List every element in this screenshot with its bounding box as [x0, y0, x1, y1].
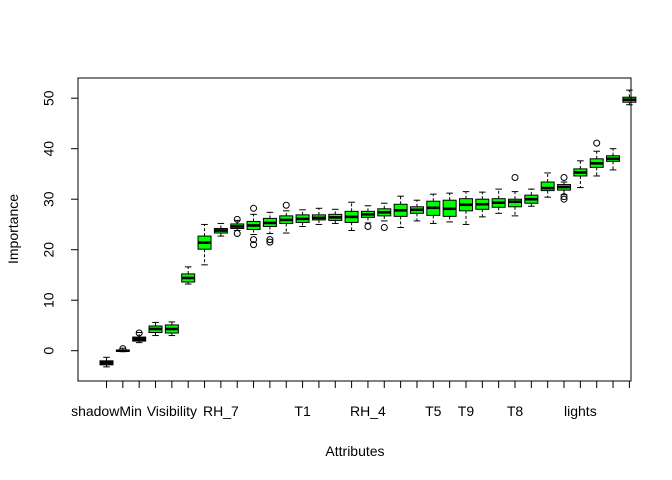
box-11 — [262, 211, 277, 246]
box-21 — [426, 193, 441, 224]
y-tick-label: 10 — [41, 292, 57, 308]
axes-layer: 0 10 20 30 40 50 shadowMin Visibility RH_7 T1 RH_4… — [41, 90, 630, 419]
outlier-point — [233, 230, 241, 238]
y-tick-label: 40 — [41, 141, 57, 157]
outlier-point — [250, 236, 258, 244]
x-tick-label: T8 — [507, 403, 524, 419]
x-tick-label: shadowMin — [71, 403, 142, 419]
outlier-point — [560, 195, 568, 203]
outlier-point — [593, 139, 601, 147]
box-27 — [524, 188, 539, 207]
outlier-point — [511, 173, 519, 181]
outlier-point — [560, 193, 568, 201]
x-tick-label: Visibility — [147, 403, 197, 419]
box-15 — [328, 208, 343, 224]
outlier-point — [250, 204, 258, 212]
box-25 — [491, 188, 506, 214]
x-tick-label: T5 — [425, 403, 442, 419]
box-2 — [115, 345, 130, 353]
box-33 — [622, 89, 637, 106]
box-5 — [164, 321, 179, 337]
outlier-point — [560, 173, 568, 181]
y-tick-label: 20 — [41, 242, 57, 258]
boxes-layer — [99, 89, 637, 368]
outlier-point — [250, 241, 258, 249]
box-10 — [246, 204, 261, 249]
box-3 — [132, 329, 147, 344]
box-23 — [458, 191, 473, 225]
box-32 — [606, 148, 621, 171]
outlier-point — [266, 236, 274, 244]
box-30 — [573, 160, 588, 189]
outlier-point — [380, 223, 388, 231]
box-8 — [213, 222, 228, 237]
box-12 — [279, 201, 294, 234]
box-14 — [311, 207, 326, 225]
box-1 — [99, 356, 114, 368]
box-19 — [393, 195, 408, 228]
box-13 — [295, 209, 310, 227]
box-18 — [377, 202, 392, 231]
box-31 — [589, 139, 604, 177]
y-tick-label: 30 — [41, 191, 57, 207]
box-iqr — [540, 181, 555, 192]
box-16 — [344, 201, 359, 232]
outlier-point — [364, 222, 372, 230]
box-24 — [475, 191, 490, 218]
box-6 — [181, 266, 196, 285]
box-22 — [442, 192, 457, 223]
box-9 — [230, 215, 245, 238]
x-tick-label: lights — [564, 403, 597, 419]
outlier-point — [119, 345, 127, 353]
outlier-point — [266, 238, 274, 246]
x-tick-label: T1 — [294, 403, 311, 419]
box-20 — [409, 199, 424, 222]
box-4 — [148, 321, 163, 337]
box-17 — [360, 205, 375, 230]
y-axis-label: Importance — [5, 194, 21, 264]
x-axis-label: Attributes — [325, 443, 384, 459]
outlier-point — [233, 215, 241, 223]
x-tick-label: RH_7 — [203, 403, 239, 419]
y-tick-label: 50 — [41, 90, 57, 106]
box-28 — [540, 172, 555, 198]
box-26 — [508, 173, 522, 217]
y-tick-label: 0 — [41, 347, 57, 355]
x-tick-label: T9 — [458, 403, 475, 419]
plot-frame — [77, 77, 632, 382]
outlier-point — [282, 201, 290, 209]
outlier-point — [135, 329, 143, 337]
box-7 — [197, 223, 212, 266]
x-tick-label: RH_4 — [350, 403, 386, 419]
box-29 — [557, 173, 572, 203]
